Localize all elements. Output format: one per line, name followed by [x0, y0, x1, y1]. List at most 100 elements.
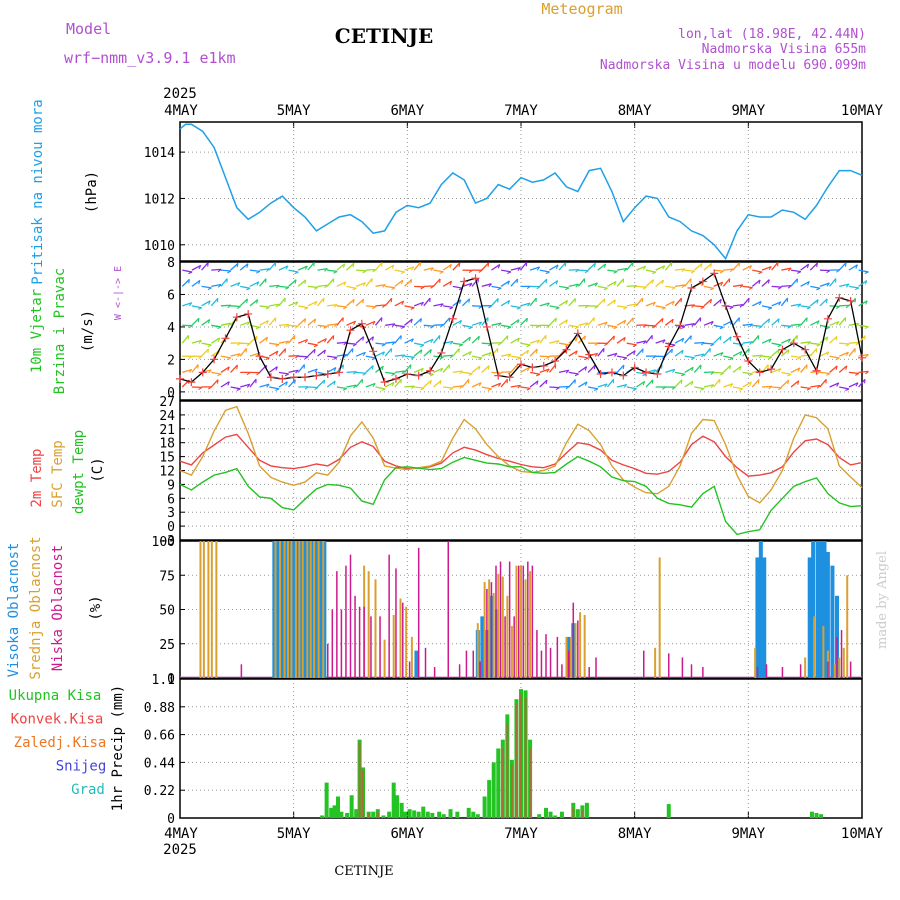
wind-arrow-head [642, 324, 647, 328]
wind-gust-marker [539, 361, 548, 370]
wind-arrow-head [584, 270, 589, 274]
mid-cloud-bar [410, 636, 413, 678]
wind-arrow-head [845, 283, 850, 288]
wind-gust-marker [801, 345, 810, 354]
wind-arrow [355, 378, 363, 388]
wind-arrow-head [835, 336, 838, 341]
wind-arrow-head [401, 300, 405, 305]
wind-arrow [433, 324, 444, 326]
wind-arrow-head [362, 299, 365, 304]
wind-gust-marker [494, 371, 503, 380]
wind-panel: 0 2 4 6 8 [167, 256, 869, 401]
wind-arrow [327, 355, 338, 359]
wind-arrow-head [410, 279, 413, 284]
wind-arrow [636, 371, 647, 375]
wind-arrow [239, 263, 249, 271]
wind-arrow-head [584, 335, 586, 340]
wind-arrow-head [662, 339, 666, 344]
total-precip-bar [487, 780, 492, 818]
mid-cloud-bar [579, 612, 582, 678]
wind-arrow [220, 381, 230, 388]
wind-arrow-head [661, 279, 664, 285]
mid-cloud-bar [290, 541, 293, 678]
wind-arrow [249, 299, 259, 307]
wind-arrow [781, 371, 792, 376]
mid-cloud-bar [488, 579, 491, 678]
wind-arrow [800, 280, 810, 287]
wind-gust-marker [289, 373, 298, 382]
total-precip-bar [320, 815, 325, 818]
wind-arrow [616, 355, 628, 359]
high-cloud-bar [822, 541, 827, 678]
wind-arrow [297, 265, 308, 271]
wind-arrow-head [710, 371, 715, 375]
wind-arrow [249, 335, 258, 344]
wind-arrow [858, 353, 869, 357]
wind-gust-marker [687, 283, 696, 292]
wind-arrow [211, 268, 222, 271]
wind-arrow [636, 380, 646, 388]
convective-precip-bar [358, 742, 361, 818]
wind-arrow-head [535, 349, 538, 354]
wind-arrow [645, 379, 654, 388]
wind-arrow-head [208, 386, 212, 390]
wind-arrow [684, 335, 692, 344]
total-precip-bar [666, 804, 671, 818]
high-cloud-bar [322, 541, 327, 678]
wind-arrow [732, 365, 742, 373]
wind-arrow-head [719, 372, 724, 376]
model-elevation-text: Nadmorska Visina u modelu 690.099m [600, 58, 866, 73]
wind-arrow [414, 386, 425, 389]
wind-arrow-head [835, 306, 840, 310]
mid-cloud-bar [215, 541, 218, 678]
wind-arrow-head [565, 300, 569, 305]
low-cloud-bar [472, 650, 475, 678]
total-precip-bar [335, 796, 340, 818]
y-tick-label: 21 [159, 423, 175, 438]
wind-arrow-head [700, 342, 705, 346]
low-cloud-bar [588, 667, 590, 678]
wind-arrow-head [352, 263, 355, 268]
mid-cloud-bar [301, 541, 304, 678]
wind-arrow [471, 355, 483, 359]
wind-arrow [394, 300, 404, 307]
total-precip-bar [354, 809, 359, 818]
wind-arrow [443, 354, 454, 357]
wind-arrow [713, 335, 722, 344]
wind-direction-legend: W <-|-> E [113, 266, 124, 320]
wind-arrow-head [285, 324, 290, 328]
wind-arrow-head [662, 265, 666, 270]
wind-arrow-head [285, 286, 290, 290]
wind-arrow-head [826, 282, 830, 287]
wind-arrow [201, 318, 211, 326]
time-tick-bottom: 4MAY [164, 826, 198, 842]
wind-arrow [462, 336, 471, 344]
wind-arrow [307, 348, 316, 357]
wind-arrow-head [797, 303, 802, 308]
wind-arrow [558, 342, 570, 346]
wind-arrow [375, 342, 386, 345]
wind-arrow-head [613, 271, 618, 274]
wind-arrow-head [420, 344, 425, 348]
wind-gust-marker [232, 313, 241, 322]
wind-arrow [578, 322, 589, 326]
wind-arrow-head [681, 326, 686, 330]
wind-arrow-head [227, 270, 232, 274]
wind-arrow [790, 269, 801, 273]
wind-gust-marker [607, 368, 616, 377]
wind-arrow [385, 323, 396, 326]
temp-unit: (C) [90, 457, 106, 482]
wind-arrow [568, 283, 579, 287]
wind-arrow [723, 268, 734, 271]
wind-arrow-head [633, 350, 636, 355]
wind-arrow [781, 324, 792, 327]
wind-arrow [713, 269, 724, 272]
wind-arrow-head [440, 303, 444, 308]
wind-arrow-head [719, 270, 724, 274]
low-cloud-bar [522, 565, 525, 678]
low-cloud-bar [327, 643, 329, 678]
wind-gust-marker [187, 378, 196, 387]
convective-precip-bar [510, 764, 513, 818]
wind-arrow [674, 268, 686, 271]
wind-arrow [413, 301, 424, 307]
